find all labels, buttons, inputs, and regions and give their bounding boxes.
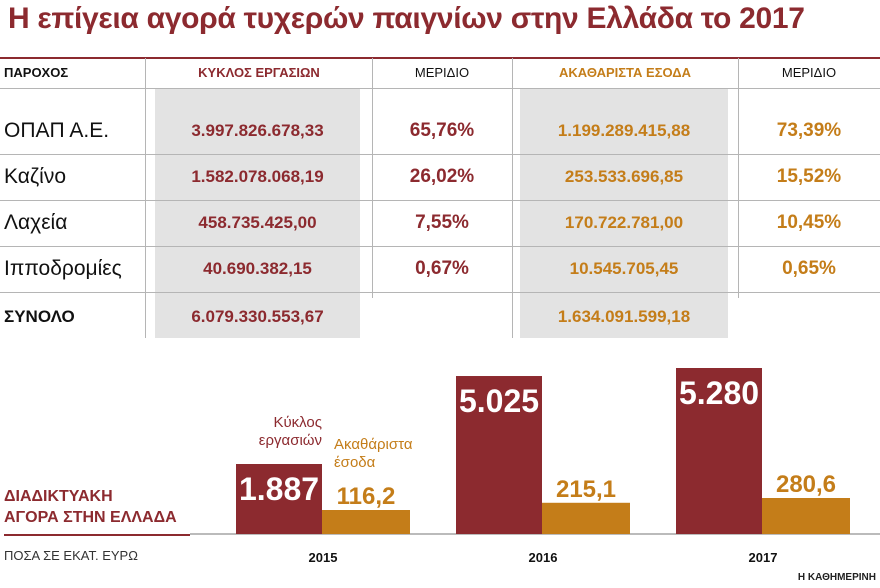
gross-share: 0,65%	[782, 258, 836, 279]
chart-title-line: ΑΓΟΡΑ ΣΤΗΝ ΕΛΛΑΔΑ	[4, 509, 177, 526]
bar-turnover	[236, 464, 322, 534]
legend-text: Κύκλος	[273, 414, 322, 431]
row-label: ΟΠΑΠ Α.Ε.	[4, 119, 110, 142]
legend-text: εργασιών	[258, 432, 322, 449]
credit: Η ΚΑΘΗΜΕΡΙΝΗ	[797, 572, 876, 583]
turnover-share: 26,02%	[409, 166, 475, 187]
data-label-gross: 116,2	[337, 483, 396, 510]
gross-share: 10,45%	[776, 212, 842, 233]
chart-subtitle: ΠΟΣΑ ΣΕ ΕΚΑΤ. ΕΥΡΩ	[4, 548, 138, 563]
header-turnover: ΚΥΚΛΟΣ ΕΡΓΑΣΙΩΝ	[198, 65, 320, 80]
turnover-column-shade	[155, 88, 360, 338]
total-label: ΣΥΝΟΛΟ	[4, 307, 75, 326]
data-label-turnover: 1.887	[239, 471, 319, 507]
column-divider	[145, 58, 146, 338]
row-label: Λαχεία	[4, 211, 68, 234]
legend-text: Ακαθάριστα	[334, 436, 413, 453]
row-label: Καζίνο	[4, 165, 66, 188]
header-rule	[0, 88, 880, 89]
bar-gross	[542, 502, 630, 534]
gross-value: 10.545.705,45	[569, 259, 679, 278]
turnover-value: 3.997.826.678,33	[191, 121, 324, 140]
data-label-turnover: 5.280	[679, 375, 759, 411]
chart-title-line: ΔΙΑΔΙΚΤΥΑΚΗ	[4, 488, 113, 505]
row-rule	[0, 246, 880, 247]
chart-title: ΔΙΑΔΙΚΤΥΑΚΗ ΑΓΟΡΑ ΣΤΗΝ ΕΛΛΑΔΑ	[4, 486, 177, 528]
total-gross: 1.634.091.599,18	[557, 307, 691, 326]
turnover-value: 1.582.078.068,19	[191, 167, 324, 186]
bar-turnover	[676, 368, 762, 534]
data-label-gross: 215,1	[556, 476, 616, 503]
header-share-turnover: ΜΕΡΙΔΙΟ	[414, 65, 470, 80]
bar-turnover	[456, 376, 542, 534]
header-gross: ΑΚΑΘΑΡΙΣΤΑ ΕΣΟΔΑ	[559, 65, 691, 80]
turnover-share: 7,55%	[415, 212, 469, 233]
legend-text: έσοδα	[334, 454, 376, 471]
column-divider	[512, 58, 513, 338]
row-rule	[0, 154, 880, 155]
legend-gross: Ακαθάριστα έσοδα	[334, 436, 413, 472]
legend-turnover: Κύκλος εργασιών	[232, 414, 322, 450]
bar-gross	[762, 498, 850, 534]
turnover-value: 458.735.425,00	[198, 213, 317, 232]
gross-share: 15,52%	[776, 166, 842, 187]
gross-value: 253.533.696,85	[564, 167, 684, 186]
gross-value: 170.722.781,00	[564, 213, 684, 232]
category-label: 2016	[529, 550, 558, 565]
turnover-value: 40.690.382,15	[203, 259, 312, 278]
turnover-share: 0,67%	[415, 258, 469, 279]
column-divider	[738, 58, 739, 298]
table-top-rule	[0, 57, 880, 59]
turnover-share: 65,76%	[409, 120, 475, 141]
total-turnover: 6.079.330.553,67	[191, 307, 324, 326]
gross-share: 73,39%	[776, 120, 842, 141]
row-label: Ιπποδρομίες	[4, 257, 122, 280]
column-divider	[372, 58, 373, 298]
chart-title-underline	[4, 534, 190, 536]
data-label-turnover: 5.025	[459, 383, 539, 419]
gross-value: 1.199.289.415,88	[557, 121, 691, 140]
header-provider: ΠΑΡΟΧΟΣ	[4, 65, 69, 80]
bar-gross	[322, 510, 410, 534]
row-rule	[0, 292, 880, 293]
category-label: 2017	[749, 550, 778, 565]
gross-column-shade	[520, 88, 728, 338]
page-title: Η επίγεια αγορά τυχερών παιγνίων στην Ελ…	[8, 2, 805, 35]
category-label: 2015	[309, 550, 338, 565]
header-share-gross: ΜΕΡΙΔΙΟ	[781, 65, 837, 80]
row-rule	[0, 200, 880, 201]
data-label-gross: 280,6	[776, 471, 836, 498]
